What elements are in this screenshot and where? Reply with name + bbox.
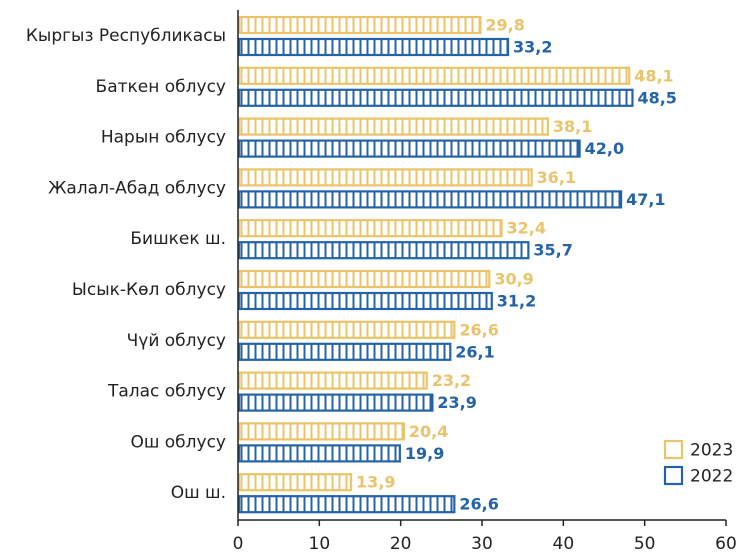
value-label: 31,2 bbox=[497, 292, 536, 311]
bar bbox=[237, 88, 634, 107]
value-label: 36,1 bbox=[537, 168, 576, 187]
value-label: 35,7 bbox=[533, 241, 572, 260]
bar bbox=[237, 269, 491, 289]
bar bbox=[237, 241, 530, 260]
bar bbox=[237, 444, 401, 463]
category-label: Ысык-Көл облусу bbox=[72, 280, 226, 300]
x-tick-label: 60 bbox=[715, 534, 737, 553]
category-label: Кыргыз Республикасы bbox=[26, 26, 226, 46]
value-label: 42,0 bbox=[585, 139, 624, 158]
value-label: 26,1 bbox=[455, 342, 494, 361]
bar bbox=[237, 495, 456, 514]
x-tick-label: 10 bbox=[309, 534, 331, 553]
bar bbox=[237, 422, 406, 441]
category-label: Талас облусу bbox=[107, 382, 226, 402]
category-label: Жалал-Абад облусу bbox=[48, 178, 226, 198]
value-label: 47,1 bbox=[626, 190, 665, 209]
value-label: 48,1 bbox=[634, 66, 673, 85]
bar bbox=[237, 291, 493, 311]
category-label: Нарын облусу bbox=[101, 128, 226, 148]
category-label: Чүй облусу bbox=[127, 331, 226, 351]
value-label: 13,9 bbox=[356, 473, 395, 492]
category-label: Бишкек ш. bbox=[130, 229, 226, 249]
category-label: Баткен облусу bbox=[96, 77, 226, 97]
category-label: Ош облусу bbox=[130, 432, 226, 452]
value-label: 29,8 bbox=[485, 16, 524, 35]
bar bbox=[237, 320, 456, 339]
bar bbox=[237, 66, 631, 85]
bar bbox=[237, 219, 503, 238]
x-tick-label: 0 bbox=[233, 534, 244, 553]
legend-label: 2023 bbox=[690, 441, 733, 461]
legend-swatch bbox=[663, 439, 684, 460]
value-label: 20,4 bbox=[409, 422, 448, 441]
value-label: 23,2 bbox=[432, 371, 471, 390]
bar bbox=[237, 37, 510, 57]
value-label: 32,4 bbox=[507, 219, 546, 238]
bar bbox=[237, 117, 549, 136]
legend-swatch bbox=[663, 465, 684, 486]
value-label: 19,9 bbox=[405, 444, 444, 463]
bar bbox=[237, 342, 452, 361]
value-label: 33,2 bbox=[513, 38, 552, 57]
x-tick-label: 40 bbox=[553, 534, 575, 553]
x-tick-label: 20 bbox=[390, 534, 412, 553]
value-label: 48,5 bbox=[637, 88, 676, 107]
value-label: 38,1 bbox=[553, 117, 592, 136]
bar bbox=[237, 473, 353, 492]
x-tick-label: 30 bbox=[471, 534, 493, 553]
bar bbox=[237, 393, 434, 412]
legend-label: 2022 bbox=[690, 467, 733, 487]
bar bbox=[237, 15, 482, 35]
category-label: Ош ш. bbox=[171, 483, 226, 503]
bar bbox=[237, 371, 428, 390]
value-label: 26,6 bbox=[459, 320, 498, 339]
value-label: 23,9 bbox=[437, 393, 476, 412]
x-tick-label: 50 bbox=[634, 534, 656, 553]
bar bbox=[237, 139, 581, 158]
value-label: 26,6 bbox=[459, 495, 498, 514]
bar bbox=[237, 190, 623, 209]
bar bbox=[237, 168, 533, 187]
value-label: 30,9 bbox=[494, 270, 533, 289]
